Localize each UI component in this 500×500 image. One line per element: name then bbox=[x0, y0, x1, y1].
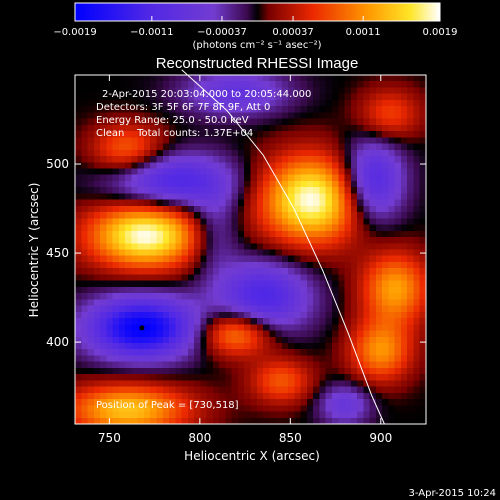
info-block: 2-Apr-2015 20:03:04.000 to 20:05:44.000 … bbox=[96, 89, 311, 139]
colorbar-gradient bbox=[75, 3, 440, 21]
colorbar-tick-label: −0.00037 bbox=[197, 27, 247, 38]
peak-marker bbox=[139, 325, 145, 331]
info-line-energy: Energy Range: 25.0 - 50.0 keV bbox=[96, 115, 249, 126]
chart-title: Reconstructed RHESSI Image bbox=[156, 55, 359, 72]
x-tick-label: 750 bbox=[98, 431, 121, 445]
colorbar-ticks bbox=[74, 16, 441, 21]
heatmap-image bbox=[75, 75, 426, 424]
colorbar-label: (photons cm⁻² s⁻¹ asec⁻²) bbox=[192, 40, 321, 51]
colorbar-tick-label: −0.0019 bbox=[53, 27, 96, 38]
colorbar-tick-label: 0.0019 bbox=[423, 27, 458, 38]
x-tick-label: 800 bbox=[188, 431, 211, 445]
x-axis-ticks: 750 800 850 900 bbox=[98, 75, 392, 445]
y-tick-label: 450 bbox=[46, 246, 69, 260]
colorbar-frame bbox=[74, 2, 441, 22]
x-axis-label: Heliocentric X (arcsec) bbox=[184, 449, 320, 463]
colorbar-tick-label: 0.00037 bbox=[272, 27, 313, 38]
y-axis-ticks: 400 450 500 bbox=[46, 157, 426, 349]
info-line-clean: Clean Total counts: 1.37E+04 bbox=[96, 128, 253, 139]
colorbar-tick-label: −0.0011 bbox=[130, 27, 173, 38]
colorbar-tick-labels: −0.0019 −0.0011 −0.00037 0.00037 0.0011 0.001… bbox=[53, 27, 457, 38]
y-axis-label: Heliocentric Y (arcsec) bbox=[27, 183, 41, 318]
timestamp: 3-Apr-2015 10:24 bbox=[409, 488, 496, 499]
y-tick-label: 400 bbox=[46, 335, 69, 349]
colorbar-tick-label: 0.0011 bbox=[346, 27, 381, 38]
peak-position-label: Position of Peak = [730,518] bbox=[96, 400, 239, 411]
x-tick-label: 900 bbox=[369, 431, 392, 445]
x-tick-label: 850 bbox=[279, 431, 302, 445]
solar-limb-curve bbox=[181, 69, 385, 425]
info-line-detectors: Detectors: 3F 5F 6F 7F 8F 9F, Att 0 bbox=[96, 102, 270, 113]
info-line-time: 2-Apr-2015 20:03:04.000 to 20:05:44.000 bbox=[102, 89, 311, 100]
colorbar: −0.0019 −0.0011 −0.00037 0.00037 0.0011 0.001… bbox=[53, 2, 458, 51]
y-tick-label: 500 bbox=[46, 157, 69, 171]
plot-frame bbox=[74, 74, 427, 425]
